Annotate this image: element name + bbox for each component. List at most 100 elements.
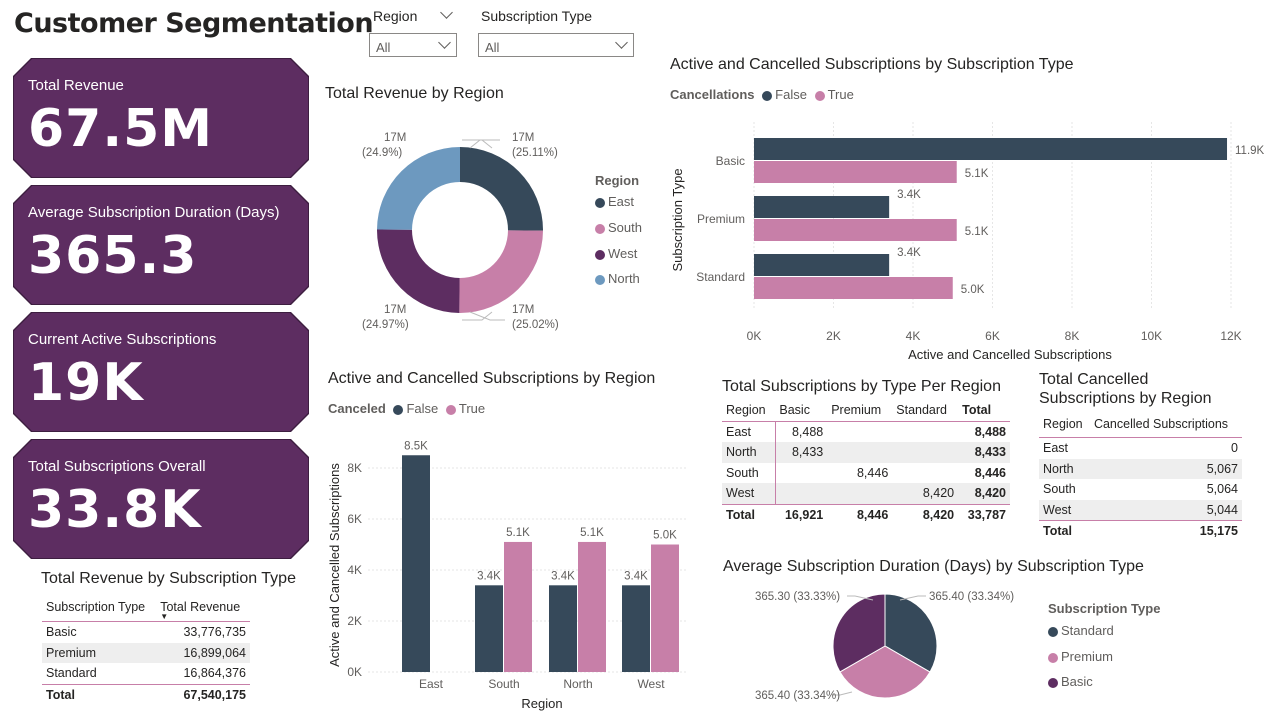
table-total-row: Total 15,175 (1039, 520, 1242, 542)
data-label: 3.4K (897, 247, 921, 259)
donut-label-north: 17M (384, 132, 406, 144)
data-label: 8.5K (404, 440, 428, 452)
bar-true-standard (754, 277, 953, 299)
vbar-chart: 0K 2K 4K 6K 8K 8.5K East 3.4K 5.1K South 3.4K 5.1K N… (327, 440, 687, 711)
table-row: Standard 16,864,376 (46, 666, 246, 681)
table-total-row: Total 16,921 8,446 8,420 33,787 (722, 504, 1010, 525)
x-tick-label: 4K (906, 329, 921, 343)
table-row: West 8,420 8,420 (722, 483, 1010, 504)
legend-item-east[interactable]: East (595, 194, 634, 209)
kpi-label: Total Subscriptions Overall (28, 458, 206, 475)
pie-label-premium: 365.40 (33.34%) (755, 690, 840, 702)
legend-item-premium[interactable]: Premium (1048, 649, 1113, 664)
donut-pct-west: (24.97%) (362, 319, 409, 331)
y-tick-label: Basic (716, 154, 745, 168)
data-label: 11.9K (1235, 145, 1265, 157)
kpi-avg-duration: Average Subscription Duration (Days) 365… (14, 186, 308, 304)
donut-slice-north (377, 147, 460, 230)
kpi-label: Total Revenue (28, 77, 124, 94)
data-label: 3.4K (551, 570, 575, 582)
bar-true-west (651, 544, 679, 672)
hbar-chart: 0K 2K 4K 6K 8K 10K 12K Basic 11.9K 5.1K Premium 3.4… (670, 122, 1265, 362)
legend-item-basic[interactable]: Basic (1048, 674, 1093, 689)
table-row: East 0 (1043, 441, 1238, 456)
x-tick-label: 0K (747, 329, 762, 343)
donut-label-west: 17M (384, 304, 406, 316)
bar-true-north (578, 541, 606, 672)
pie-title: Average Subscription Duration (Days) by … (723, 558, 1144, 575)
data-label: 5.1K (965, 226, 989, 238)
type-region-table: Region Basic Premium Standard Total East… (722, 400, 1010, 525)
donut-slice-east (460, 147, 543, 231)
donut-slice-west (377, 229, 460, 313)
sort-desc-icon[interactable]: ▼ (160, 612, 169, 621)
y-tick-label: 8K (347, 461, 362, 475)
x-axis-title: Active and Cancelled Subscriptions (908, 347, 1112, 362)
bar-false-north (549, 585, 577, 672)
data-label: 5.1K (580, 527, 604, 539)
pie-slice-basic (832, 593, 886, 673)
bar-false-basic (754, 138, 1228, 160)
chevron-down-icon (438, 36, 451, 49)
data-label: 5.1K (965, 168, 989, 180)
kpi-value: 67.5M (28, 99, 214, 159)
x-tick-label: 8K (1065, 329, 1080, 343)
table-row: North 8,433 8,433 (722, 442, 1010, 463)
x-axis-title: Region (521, 696, 562, 711)
subscription-type-slicer-value: All (485, 40, 500, 55)
type-region-table-title: Total Subscriptions by Type Per Region (722, 378, 1001, 395)
legend-item-north[interactable]: North (595, 271, 640, 286)
hbar-title: Active and Cancelled Subscriptions by Su… (670, 56, 1074, 73)
region-slicer-dropdown[interactable]: All (369, 33, 457, 57)
y-tick-label: 6K (347, 512, 362, 526)
revenue-by-region-donut: 17M (25.11%) 17M (25.02%) 17M (24.97%) 1… (362, 132, 559, 331)
donut-legend-title: Region (595, 173, 640, 188)
donut-pct-north: (24.9%) (362, 147, 402, 159)
bar-false-standard (754, 254, 890, 276)
y-axis-title: Active and Cancelled Subscriptions (327, 463, 342, 667)
y-tick-label: 2K (347, 614, 362, 628)
legend-item-south[interactable]: South (595, 220, 642, 235)
subscription-type-slicer-dropdown[interactable]: All (478, 33, 634, 57)
bar-false-west (622, 585, 650, 672)
vbar-title: Active and Cancelled Subscriptions by Re… (328, 370, 656, 387)
legend-item-west[interactable]: West (595, 246, 637, 261)
y-tick-label: 4K (347, 563, 362, 577)
table-row: East 8,488 8,488 (722, 421, 1010, 442)
legend-item-standard[interactable]: Standard (1048, 623, 1114, 638)
pie-label-basic: 365.30 (33.33%) (755, 591, 840, 603)
subscription-type-slicer-label: Subscription Type (481, 8, 593, 24)
kpi-total-revenue: Total Revenue 67.5M (14, 59, 308, 177)
kpi-label: Average Subscription Duration (Days) (28, 204, 280, 221)
x-tick-label: 6K (985, 329, 1000, 343)
table-row: West 5,044 (1039, 499, 1242, 521)
data-label: 5.0K (653, 530, 677, 542)
kpi-value: 365.3 (28, 226, 198, 286)
kpi-value: 19K (28, 353, 144, 413)
column-header: Premium (831, 403, 882, 418)
y-axis-title: Subscription Type (670, 168, 685, 271)
chevron-down-icon[interactable] (440, 6, 453, 19)
hbar-legend: Cancellations False True (670, 87, 854, 102)
y-tick-label: 0K (347, 665, 362, 679)
column-header: Total (962, 403, 992, 418)
cancelled-table: Region Cancelled Subscriptions East 0 Nor… (1039, 411, 1242, 542)
x-tick-label: West (637, 677, 665, 691)
donut-label-east: 17M (512, 132, 534, 144)
region-slicer-value: All (376, 40, 391, 55)
column-header: Region (1043, 417, 1083, 431)
data-label: 3.4K (477, 570, 501, 582)
kpi-label: Current Active Subscriptions (28, 331, 217, 348)
table-total-row: Total 67,540,175 (42, 684, 250, 705)
bar-false-premium (754, 196, 890, 218)
duration-pie-chart: 365.40 (33.34%) 365.40 (33.34%) 365.30 (… (755, 591, 1014, 702)
data-label: 3.4K (897, 189, 921, 201)
donut-pct-south: (25.02%) (512, 319, 559, 331)
page-title: Customer Segmentation (14, 8, 374, 39)
table-row: South 5,064 (1043, 482, 1238, 497)
vbar-legend: Canceled False True (328, 401, 486, 416)
x-tick-label: South (488, 677, 519, 691)
table-row: North 5,067 (1039, 458, 1242, 479)
donut-label-south: 17M (512, 304, 534, 316)
column-header: Cancelled Subscriptions (1093, 417, 1229, 431)
